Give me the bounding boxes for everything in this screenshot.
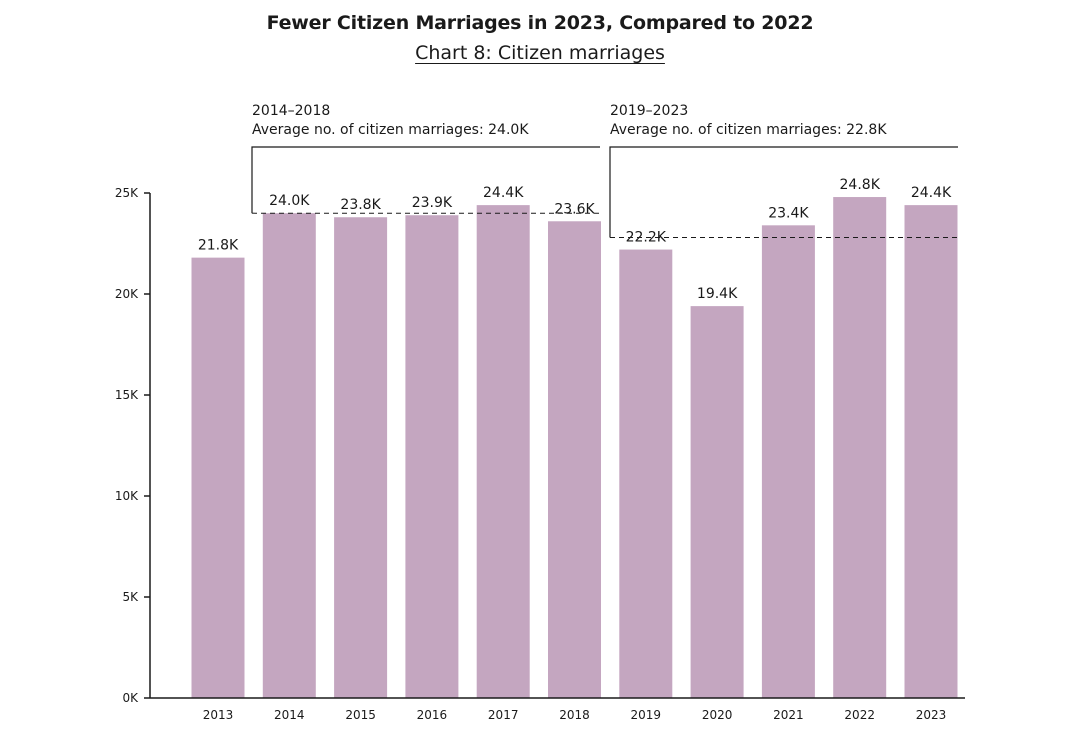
y-tick-label: 5K xyxy=(122,590,139,604)
period-label: 2014–2018 xyxy=(252,103,330,119)
bar-2021 xyxy=(761,225,815,698)
chart-subtitle: Chart 8: Citizen marriages xyxy=(0,42,1080,64)
bar-2020 xyxy=(690,306,744,698)
y-axis: 0K 5K 10K 15K 20K 25K xyxy=(115,186,151,705)
x-tick-label: 2020 xyxy=(702,708,733,722)
y-tick-label: 25K xyxy=(115,186,139,200)
bar-2022 xyxy=(833,197,887,699)
data-label: 24.4K xyxy=(911,185,952,201)
data-label: 23.6K xyxy=(554,201,595,217)
period-bracket xyxy=(609,146,958,238)
x-tick-label: 2015 xyxy=(345,708,376,722)
data-label: 23.9K xyxy=(412,195,453,211)
data-label: 23.8K xyxy=(340,197,381,213)
period-annotations: 2014–2018 Average no. of citizen marriage… xyxy=(251,103,958,238)
bar-2018 xyxy=(548,221,601,698)
period-bracket xyxy=(251,146,600,214)
x-tick-label: 2013 xyxy=(203,708,234,722)
y-tick-label: 10K xyxy=(115,489,139,503)
data-label: 24.4K xyxy=(483,185,524,201)
y-tick-label: 15K xyxy=(115,388,139,402)
bar-2014 xyxy=(262,213,316,698)
x-tick-label: 2016 xyxy=(417,708,448,722)
y-tick-label: 20K xyxy=(115,287,139,301)
bar-2023 xyxy=(904,205,958,698)
period-label: 2019–2023 xyxy=(610,103,688,119)
bar-2016 xyxy=(405,215,459,698)
x-tick-label: 2023 xyxy=(916,708,947,722)
period-average-text: Average no. of citizen marriages: 22.8K xyxy=(610,122,887,138)
x-tick-label: 2017 xyxy=(488,708,519,722)
x-tick-label: 2019 xyxy=(631,708,662,722)
bar-2013 xyxy=(191,257,245,698)
period-average-text: Average no. of citizen marriages: 24.0K xyxy=(252,122,529,138)
data-label: 24.8K xyxy=(840,177,881,193)
chart-subtitle-text: Chart 8: Citizen marriages xyxy=(415,42,665,64)
data-label: 19.4K xyxy=(697,286,738,302)
y-tick-label: 0K xyxy=(122,691,139,705)
x-tick-label: 2014 xyxy=(274,708,305,722)
chart-title: Fewer Citizen Marriages in 2023, Compare… xyxy=(266,12,814,34)
bar-2017 xyxy=(476,205,530,698)
data-label: 23.4K xyxy=(768,205,809,221)
x-tick-label: 2022 xyxy=(844,708,875,722)
x-tick-label: 2018 xyxy=(559,708,590,722)
data-label: 21.8K xyxy=(198,238,239,254)
x-axis: 2013 2014 2015 2016 2017 2018 2019 2020 2021 2022… xyxy=(150,697,965,722)
bar-2015 xyxy=(334,217,388,699)
bar-2019 xyxy=(619,249,673,698)
x-tick-label: 2021 xyxy=(773,708,804,722)
data-label: 24.0K xyxy=(269,193,310,209)
